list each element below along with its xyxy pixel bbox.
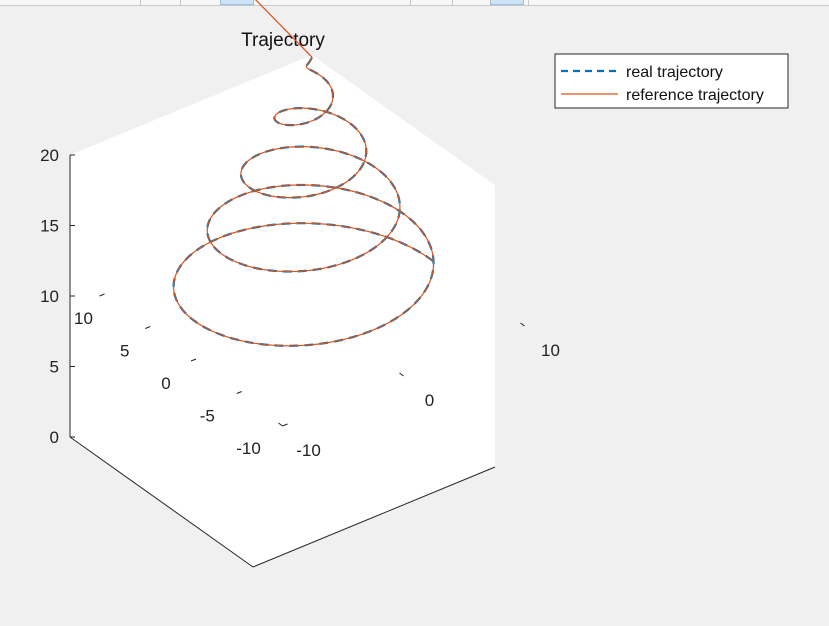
- axis-ticks: [70, 154, 525, 438]
- z-tick-label: 10: [40, 287, 59, 306]
- x-tick: [520, 322, 525, 327]
- toolbar-divider: [410, 0, 411, 5]
- figure-toolbar-strip: [0, 0, 829, 6]
- x-tick-label: 10: [541, 341, 560, 360]
- x-tick: [278, 422, 283, 427]
- legend-label-reference: reference trajectory: [626, 87, 764, 104]
- x-tick-label: -10: [296, 441, 321, 460]
- y-tick: [282, 423, 288, 427]
- y-axis-line: [69, 436, 254, 568]
- x-tick-label: 0: [425, 391, 434, 410]
- toolbar-active-button[interactable]: [220, 0, 254, 5]
- chart-title: Trajectory: [241, 30, 325, 51]
- y-tick: [99, 293, 105, 297]
- x-axis-line: [252, 466, 496, 568]
- y-tick-label: 5: [120, 342, 129, 361]
- toolbar-divider: [140, 0, 141, 5]
- legend-box: [554, 53, 789, 109]
- reference-trajectory-line: [172, 0, 435, 347]
- y-tick: [236, 391, 242, 394]
- legend: real trajectory reference trajectory: [554, 53, 789, 109]
- axes-box: [70, 55, 495, 567]
- toolbar-divider: [180, 0, 181, 5]
- x-tick: [399, 372, 404, 377]
- y-tick-label: -5: [200, 407, 215, 426]
- legend-label-real: real trajectory: [626, 64, 723, 81]
- y-tick-label: 0: [161, 374, 170, 393]
- axis-tick-labels: 0 5 10 15 20 -10 -5 0 5 10 -10 0 10: [40, 146, 560, 460]
- toolbar-divider: [452, 0, 453, 5]
- y-tick-label: -10: [236, 439, 261, 458]
- y-tick: [145, 326, 151, 329]
- y-tick: [190, 358, 197, 362]
- y-tick-label: 10: [74, 309, 93, 328]
- z-tick-label: 20: [40, 146, 59, 165]
- toolbar-divider: [528, 0, 529, 5]
- toolbar-active-button[interactable]: [490, 0, 524, 5]
- z-tick-label: 15: [40, 217, 59, 236]
- z-tick-label: 0: [50, 428, 59, 447]
- z-tick-label: 5: [50, 358, 59, 377]
